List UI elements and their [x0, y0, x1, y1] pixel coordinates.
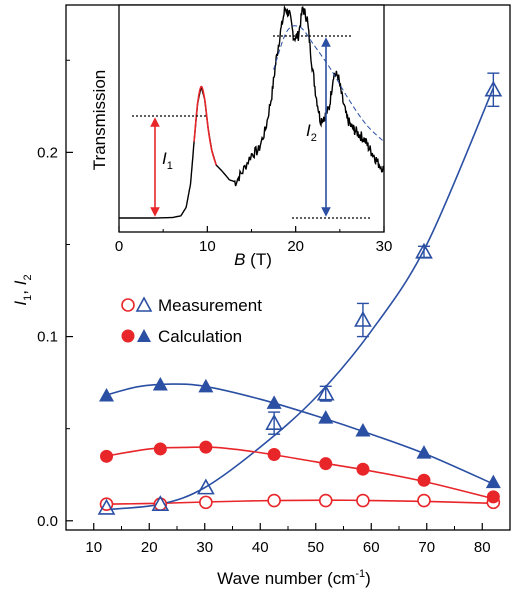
data-point: [199, 440, 213, 454]
x-tick-label: 50: [307, 539, 324, 556]
data-point: [485, 474, 501, 489]
y-axis-title: I1, I2: [11, 274, 34, 305]
data-point: [265, 414, 283, 430]
data-point: [197, 478, 215, 495]
y-tick-label: 0.0: [37, 513, 58, 530]
data-point: [355, 423, 371, 437]
x-axis-title: Wave number (cm-1): [217, 568, 371, 588]
data-point: [152, 376, 168, 391]
inset-frame: [118, 4, 385, 233]
data-point: [417, 473, 431, 487]
y-tick-label: 0.1: [37, 329, 58, 346]
x-tick-label: 70: [418, 539, 435, 556]
main-ticks: 10 20 30 40 50 60 70 80 0.0 0.1 0.2: [37, 59, 511, 556]
legend-measurement-triangle: [135, 296, 153, 312]
data-point: [319, 457, 333, 471]
x-tick-label: 20: [141, 539, 158, 556]
data-point: [267, 493, 281, 508]
data-point: [486, 490, 500, 504]
data-point: [417, 493, 431, 508]
inset-x-tick-label: 10: [199, 238, 216, 255]
inset-x-tick-label: 20: [287, 238, 304, 255]
data-point: [316, 384, 335, 401]
data-points: [97, 72, 503, 515]
data-point: [198, 378, 214, 393]
inset-x-axis-title: B (T): [234, 250, 272, 269]
inset-i2-label: I2: [306, 121, 317, 144]
legend-calculation-triangle: [137, 329, 151, 342]
fit-curve: [104, 87, 495, 511]
inset-ticks: 0 10 20 30: [115, 226, 393, 255]
data-point: [415, 242, 433, 259]
inset-x-tick-label: 0: [115, 238, 123, 255]
data-point: [151, 495, 170, 512]
data-point: [199, 495, 213, 510]
x-tick-label: 30: [196, 539, 213, 556]
legend-measurement-circle: [121, 298, 135, 312]
data-point: [267, 447, 281, 461]
data-point: [356, 493, 370, 508]
data-point: [484, 80, 503, 97]
x-tick-label: 10: [85, 539, 102, 556]
x-tick-label: 40: [252, 539, 269, 556]
data-point: [318, 410, 334, 424]
inset-x-tick-label: 30: [376, 238, 393, 255]
inset-i1-label: I1: [162, 149, 173, 172]
data-point: [99, 388, 115, 402]
inset-red-fit: [193, 85, 217, 166]
data-point: [356, 462, 370, 476]
x-tick-label: 80: [474, 539, 491, 556]
fit-curve: [104, 383, 494, 485]
inset-chart: 0 10 20 30 I1 I2 Transmission B (T): [90, 4, 393, 269]
y-tick-label: 0.2: [37, 144, 58, 161]
inset-y-axis-title: Transmission: [90, 70, 109, 170]
x-tick-label: 60: [363, 539, 380, 556]
legend-calculation-label: Calculation: [158, 327, 242, 346]
legend: Measurement Calculation: [121, 296, 262, 346]
data-point: [266, 395, 282, 409]
legend-calculation-circle: [121, 329, 135, 343]
data-point: [100, 449, 114, 463]
data-point: [416, 445, 432, 459]
data-point: [318, 493, 333, 508]
data-point: [97, 498, 116, 515]
data-point: [153, 442, 167, 456]
data-point: [354, 310, 372, 327]
legend-measurement-label: Measurement: [158, 296, 262, 315]
